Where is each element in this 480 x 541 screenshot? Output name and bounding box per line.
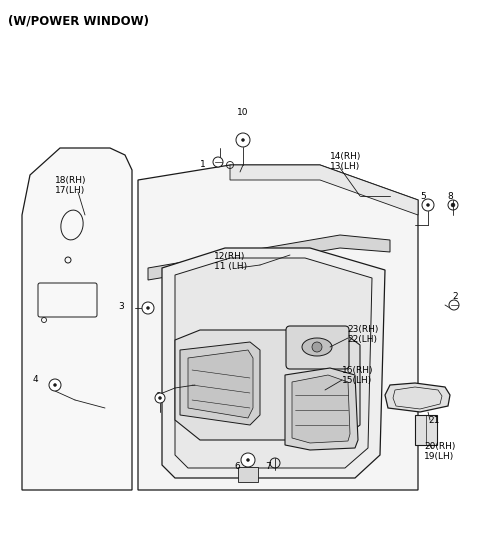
Circle shape	[142, 302, 154, 314]
Text: 5: 5	[420, 192, 426, 201]
Polygon shape	[385, 383, 450, 412]
Circle shape	[247, 459, 250, 461]
Ellipse shape	[302, 338, 332, 356]
Circle shape	[53, 384, 57, 386]
Polygon shape	[162, 248, 385, 478]
Text: (W/POWER WINDOW): (W/POWER WINDOW)	[8, 14, 149, 27]
Bar	[415, 415, 437, 445]
Circle shape	[241, 453, 255, 467]
Polygon shape	[22, 148, 132, 490]
Text: 9: 9	[155, 392, 161, 401]
Text: 7: 7	[265, 462, 271, 471]
Text: 12(RH)
11 (LH): 12(RH) 11 (LH)	[214, 252, 247, 272]
Text: 20(RH)
19(LH): 20(RH) 19(LH)	[424, 442, 456, 461]
Circle shape	[241, 138, 244, 142]
Text: 16(RH)
15(LH): 16(RH) 15(LH)	[342, 366, 373, 385]
Text: 3: 3	[118, 302, 124, 311]
Text: 8: 8	[447, 192, 453, 201]
Polygon shape	[230, 165, 418, 215]
Circle shape	[49, 379, 61, 391]
Polygon shape	[292, 375, 350, 443]
Text: 4: 4	[33, 375, 38, 384]
Polygon shape	[175, 258, 372, 468]
Text: 1: 1	[200, 160, 206, 169]
Circle shape	[155, 393, 165, 403]
Polygon shape	[188, 350, 253, 418]
Circle shape	[213, 157, 223, 167]
Polygon shape	[148, 235, 390, 280]
Circle shape	[451, 203, 455, 207]
Text: 14(RH)
13(LH): 14(RH) 13(LH)	[330, 152, 361, 171]
Circle shape	[427, 203, 430, 207]
Text: 6: 6	[234, 462, 240, 471]
Bar	[238, 467, 258, 482]
Polygon shape	[175, 330, 360, 440]
Text: 23(RH)
22(LH): 23(RH) 22(LH)	[347, 325, 378, 345]
Text: 18(RH)
17(LH): 18(RH) 17(LH)	[55, 176, 86, 195]
Text: 21: 21	[428, 416, 439, 425]
Polygon shape	[285, 368, 358, 450]
Circle shape	[158, 397, 161, 399]
Circle shape	[146, 307, 149, 309]
Text: 10: 10	[237, 108, 249, 117]
Circle shape	[449, 300, 459, 310]
Polygon shape	[138, 165, 418, 490]
Circle shape	[236, 133, 250, 147]
Polygon shape	[180, 342, 260, 425]
Circle shape	[422, 199, 434, 211]
Text: 2: 2	[452, 292, 457, 301]
Circle shape	[312, 342, 322, 352]
FancyBboxPatch shape	[286, 326, 349, 369]
